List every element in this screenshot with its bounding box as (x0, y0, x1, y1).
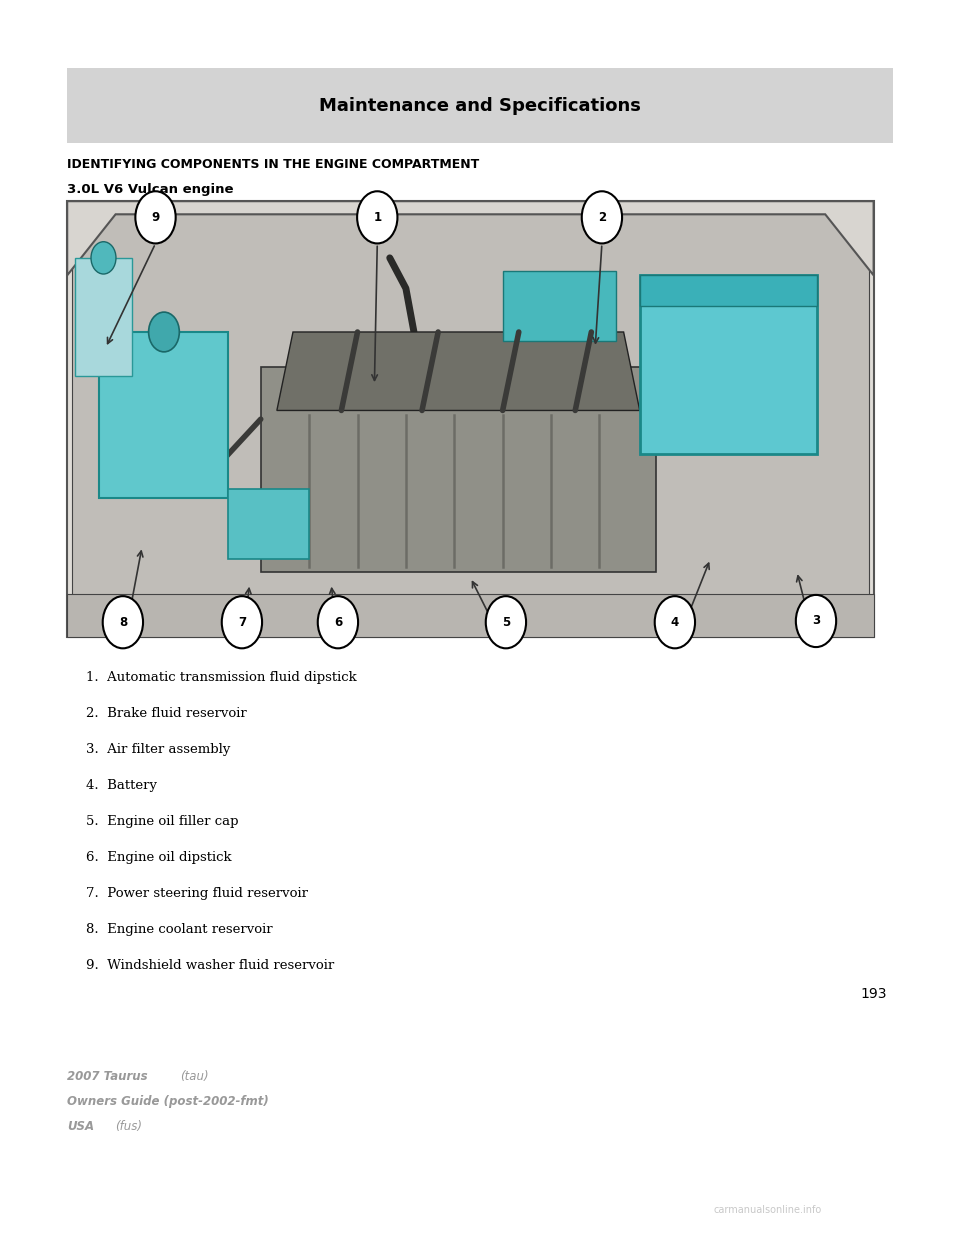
Circle shape (135, 191, 176, 243)
Text: 9: 9 (152, 211, 159, 224)
Polygon shape (261, 366, 656, 571)
Polygon shape (67, 201, 874, 276)
Text: 8.  Engine coolant reservoir: 8. Engine coolant reservoir (86, 923, 273, 935)
Polygon shape (75, 258, 132, 375)
Text: 1.  Automatic transmission fluid dipstick: 1. Automatic transmission fluid dipstick (86, 671, 357, 683)
Text: IDENTIFYING COMPONENTS IN THE ENGINE COMPARTMENT: IDENTIFYING COMPONENTS IN THE ENGINE COM… (67, 158, 479, 170)
Text: 5: 5 (502, 616, 510, 628)
Text: 2: 2 (598, 211, 606, 224)
Text: 4.  Battery: 4. Battery (86, 779, 157, 791)
Text: 4: 4 (671, 616, 679, 628)
Circle shape (486, 596, 526, 648)
Circle shape (318, 596, 358, 648)
Text: USA: USA (67, 1120, 94, 1133)
Polygon shape (503, 271, 615, 340)
Polygon shape (67, 594, 874, 637)
Text: Maintenance and Specifications: Maintenance and Specifications (319, 97, 641, 114)
FancyBboxPatch shape (67, 201, 874, 637)
Circle shape (222, 596, 262, 648)
Circle shape (149, 312, 180, 351)
Polygon shape (276, 332, 639, 410)
Circle shape (103, 596, 143, 648)
Text: 7.  Power steering fluid reservoir: 7. Power steering fluid reservoir (86, 887, 308, 899)
Text: 2007 Taurus: 2007 Taurus (67, 1071, 148, 1083)
Circle shape (655, 596, 695, 648)
Text: (tau): (tau) (180, 1071, 209, 1083)
Polygon shape (639, 276, 817, 455)
FancyBboxPatch shape (67, 68, 893, 143)
Text: 6.  Engine oil dipstick: 6. Engine oil dipstick (86, 851, 232, 863)
Text: Owners Guide (post-2002-fmt): Owners Guide (post-2002-fmt) (67, 1095, 269, 1108)
Text: 7: 7 (238, 616, 246, 628)
Text: 3.  Air filter assembly: 3. Air filter assembly (86, 743, 230, 755)
Text: 6: 6 (334, 616, 342, 628)
Text: 3: 3 (812, 615, 820, 627)
Polygon shape (100, 332, 228, 498)
Polygon shape (228, 489, 309, 559)
Circle shape (91, 242, 116, 274)
Text: (fus): (fus) (115, 1120, 142, 1133)
Text: 193: 193 (860, 986, 887, 1001)
Text: 5.  Engine oil filler cap: 5. Engine oil filler cap (86, 815, 239, 827)
FancyBboxPatch shape (72, 214, 869, 625)
Polygon shape (639, 276, 817, 306)
Text: 1: 1 (373, 211, 381, 224)
Text: 8: 8 (119, 616, 127, 628)
Text: carmanualsonline.info: carmanualsonline.info (714, 1205, 822, 1215)
Circle shape (796, 595, 836, 647)
Circle shape (357, 191, 397, 243)
Text: 2.  Brake fluid reservoir: 2. Brake fluid reservoir (86, 707, 247, 719)
Text: 9.  Windshield washer fluid reservoir: 9. Windshield washer fluid reservoir (86, 959, 335, 971)
Text: 3.0L V6 Vulcan engine: 3.0L V6 Vulcan engine (67, 183, 233, 195)
Circle shape (582, 191, 622, 243)
